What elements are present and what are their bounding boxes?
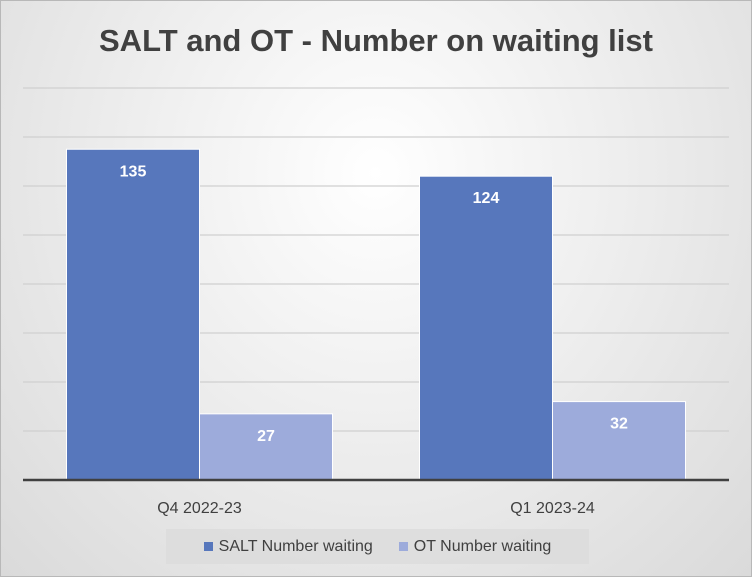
data-label: 135 [120, 163, 147, 180]
data-label: 27 [257, 428, 275, 445]
legend-label: SALT Number waiting [218, 537, 373, 555]
x-tick-label: Q1 2023-24 [510, 500, 595, 517]
x-tick-label: Q4 2022-23 [157, 500, 242, 517]
chart-title: SALT and OT - Number on waiting list [99, 23, 653, 58]
legend-item: OT Number waiting [398, 537, 552, 556]
data-label: 32 [610, 416, 628, 433]
data-label: 124 [473, 190, 500, 207]
legend: SALT Number waiting OT Number waiting [166, 529, 589, 564]
legend-item: SALT Number waiting [203, 537, 373, 556]
legend-label: OT Number waiting [413, 537, 552, 555]
legend-swatch [203, 542, 213, 551]
legend-swatch [398, 542, 408, 551]
bar [199, 413, 333, 481]
bar [66, 148, 200, 481]
bar [552, 401, 686, 481]
bar [419, 175, 553, 481]
